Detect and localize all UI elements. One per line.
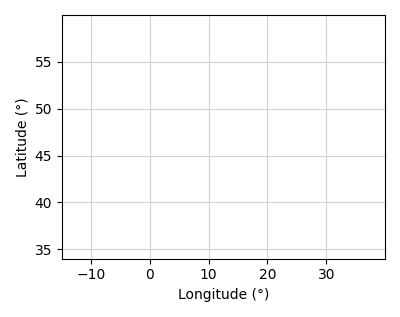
Y-axis label: Latitude (°): Latitude (°) xyxy=(15,97,29,177)
X-axis label: Longitude (°): Longitude (°) xyxy=(178,288,269,302)
